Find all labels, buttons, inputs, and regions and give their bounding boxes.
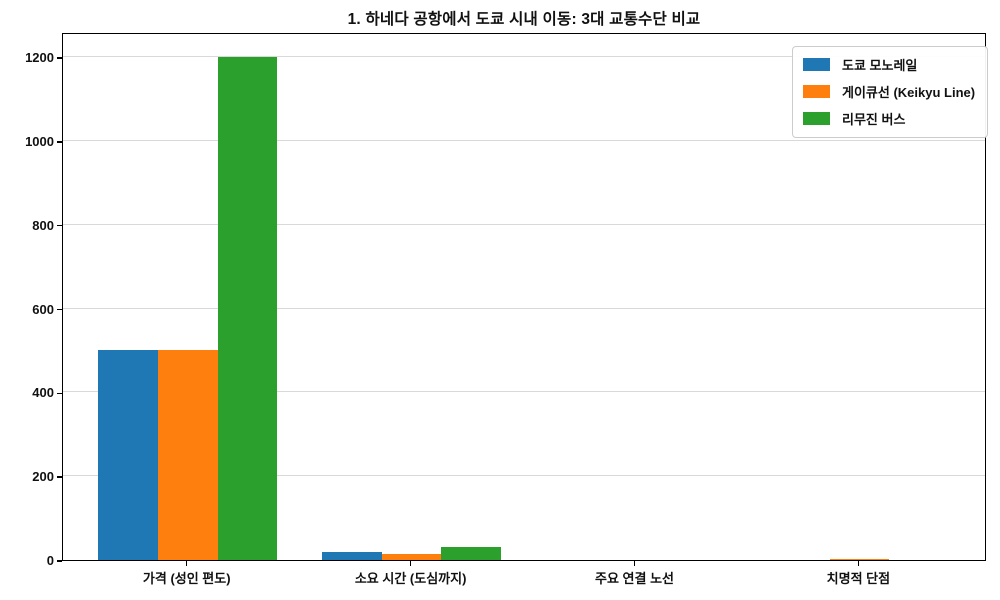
x-tick-mark: [409, 561, 412, 566]
y-tick-mark: [57, 560, 62, 562]
y-tick-label: 200: [32, 469, 54, 485]
legend-label: 도쿄 모노레일: [842, 58, 918, 73]
bar: [98, 350, 158, 560]
gridline: [63, 223, 985, 225]
y-tick-label: 800: [32, 217, 54, 233]
y-tick-mark: [57, 308, 62, 311]
y-tick-label: 0: [46, 553, 54, 568]
y-tick-mark: [57, 57, 62, 59]
y-tick-label: 600: [32, 301, 54, 317]
x-tick-label: 소요 시간 (도심까지): [354, 571, 467, 586]
x-tick-label: 치명적 단점: [826, 571, 891, 586]
x-tick-label: 주요 연결 노선: [595, 571, 674, 586]
gridline: [63, 56, 985, 58]
y-tick-mark: [57, 392, 62, 395]
legend-item: 리무진 버스: [803, 109, 975, 128]
y-tick-mark: [57, 476, 62, 478]
bar: [829, 559, 890, 560]
gridline: [63, 139, 985, 141]
y-tick-mark: [57, 141, 62, 143]
bar: [441, 547, 502, 560]
legend-label: 리무진 버스: [842, 112, 906, 127]
legend-item: 도쿄 모노레일: [803, 55, 975, 74]
legend-swatch-icon: [803, 112, 830, 125]
y-tick-label: 400: [32, 385, 54, 401]
chart-title: 1. 하네다 공항에서 도쿄 시내 이동: 3대 교통수단 비교: [347, 11, 701, 28]
x-tick-label: 가격 (성인 편도): [142, 571, 231, 586]
bar: [322, 551, 382, 560]
x-tick-mark: [633, 561, 636, 566]
y-tick-label: 1200: [25, 50, 54, 66]
legend-swatch-icon: [803, 85, 830, 98]
x-tick-mark: [186, 561, 188, 566]
legend-item: 게이큐선 (Keikyu Line): [803, 82, 975, 101]
x-tick-mark: [857, 561, 860, 566]
gridline: [63, 307, 985, 309]
y-tick-mark: [57, 225, 62, 227]
gridline: [63, 391, 985, 393]
bar: [157, 350, 218, 560]
legend-label: 게이큐선 (Keikyu Line): [842, 85, 976, 100]
gridline: [63, 475, 985, 477]
bar: [381, 553, 442, 560]
y-tick-label: 1000: [25, 133, 54, 149]
legend-swatch-icon: [803, 58, 830, 71]
bar: [217, 57, 278, 560]
